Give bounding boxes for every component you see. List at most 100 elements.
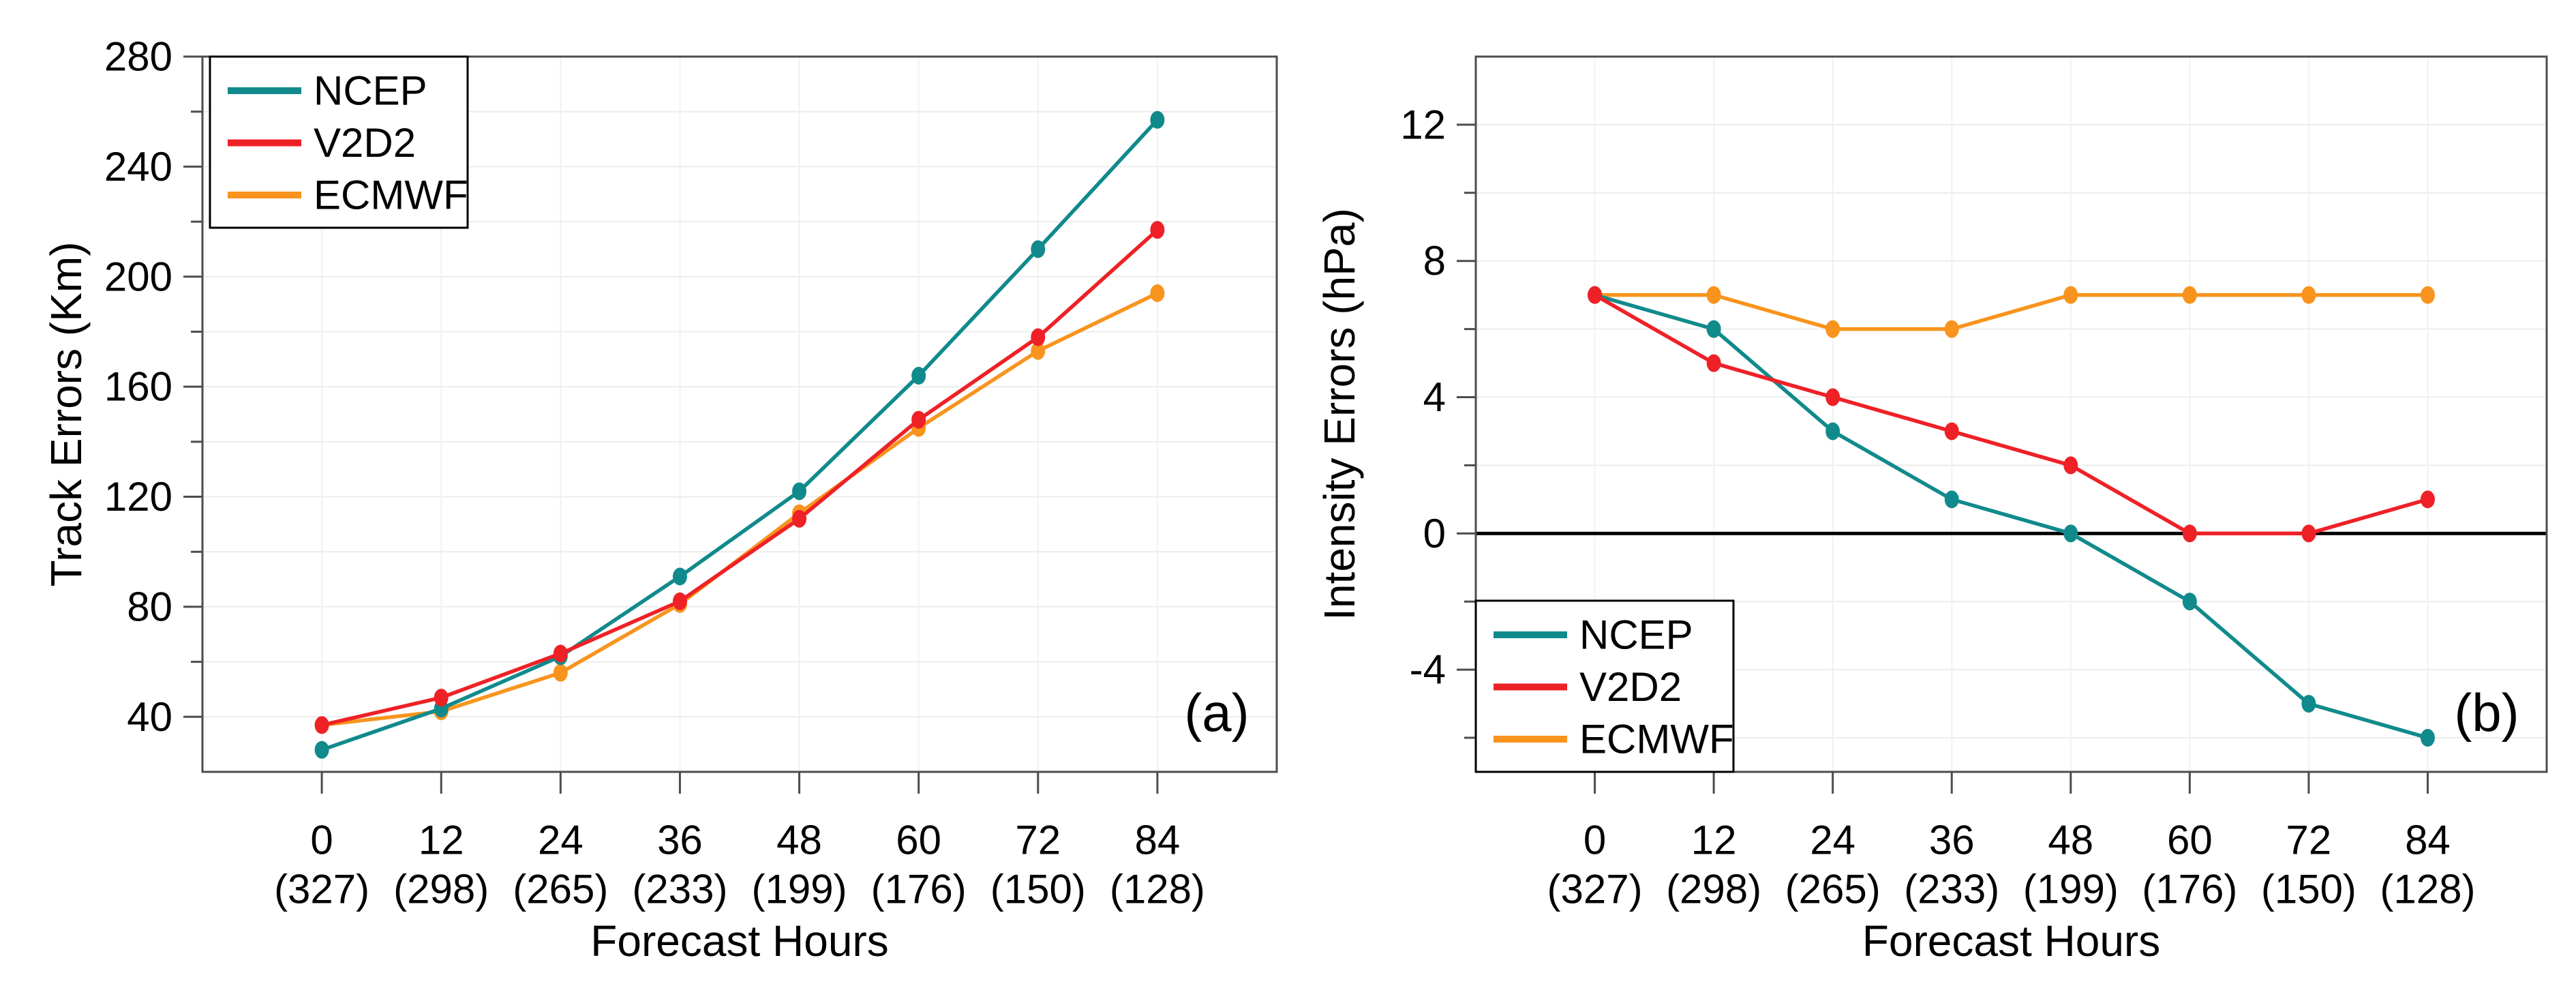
x-tick-label: 24: [1810, 818, 1855, 863]
series-NCEP-marker: [2420, 729, 2435, 747]
legend-item-ECMWF: ECMWF: [228, 173, 468, 218]
plot-frame: [201, 55, 1278, 773]
series-V2D2-marker: [434, 689, 449, 707]
series-NCEP-line: [1594, 293, 2429, 740]
series-V2D2-marker: [553, 644, 568, 663]
x-tick-sublabel: (199): [2023, 867, 2119, 912]
series-NCEP: [314, 110, 1165, 759]
series-NCEP-marker: [1944, 490, 1959, 509]
series-ECMWF-marker: [1706, 286, 1721, 304]
x-tick-label: 72: [1015, 818, 1061, 863]
plot-frame: [1474, 55, 2548, 773]
legend-item-V2D2: V2D2: [228, 120, 416, 166]
series-ECMWF-marker: [2301, 286, 2316, 304]
legend: NCEP V2D2 ECMWF: [209, 55, 469, 229]
series-ECMWF-line: [1594, 293, 2428, 331]
legend-item-NCEP: NCEP: [1494, 612, 1693, 658]
y-tick-label: 120: [104, 474, 172, 520]
x-tick-sublabel: (128): [1110, 867, 1205, 912]
legend-label: NCEP: [314, 68, 427, 114]
series-V2D2-marker: [1706, 354, 1721, 372]
series-NCEP-marker: [911, 367, 926, 385]
series-ECMWF-marker: [553, 663, 568, 682]
series-NCEP-marker: [672, 567, 687, 586]
axis-title-y: Intensity Errors (hPa): [1315, 208, 1364, 620]
series-NCEP-marker: [2182, 593, 2197, 611]
series-V2D2-line: [1594, 293, 2429, 536]
x-tick-sublabel: (327): [274, 867, 369, 912]
series-ECMWF: [1588, 286, 2435, 338]
x-tick-label: 48: [776, 818, 822, 863]
x-tick-sublabel: (265): [513, 867, 608, 912]
x-tick-sublabel: (150): [990, 867, 1086, 912]
x-tick-label: 36: [1929, 818, 1975, 863]
x-tick-sublabel: (233): [1904, 867, 1999, 912]
series-V2D2-line: [321, 228, 1159, 728]
series-ECMWF-marker: [2063, 286, 2078, 304]
series-V2D2-marker: [1150, 221, 1165, 239]
x-tick-sublabel: (298): [1666, 867, 1761, 912]
series-V2D2-marker: [1588, 286, 1603, 304]
series-V2D2-marker: [2063, 456, 2078, 475]
x-tick-label: 84: [2405, 818, 2451, 863]
x-tick-label: 12: [1691, 818, 1737, 863]
series-V2D2: [314, 221, 1165, 734]
series-V2D2: [1588, 286, 2435, 543]
series-V2D2-marker: [672, 592, 687, 610]
series-NCEP-marker: [2301, 695, 2316, 713]
series-NCEP-marker: [1825, 422, 1840, 440]
series-NCEP-marker: [1031, 240, 1046, 258]
y-tick-label: 200: [104, 254, 172, 299]
y-tick-label: 80: [127, 584, 172, 629]
series-ECMWF-marker: [1150, 284, 1165, 302]
panel-label: (b): [2454, 683, 2519, 743]
legend-label: NCEP: [1579, 612, 1693, 658]
y-tick-label: -4: [1410, 647, 1446, 693]
x-tick-sublabel: (128): [2380, 867, 2475, 912]
legend-item-NCEP: NCEP: [228, 68, 427, 114]
x-tick-label: 60: [2167, 818, 2213, 863]
x-tick-label: 72: [2286, 818, 2332, 863]
y-tick-label: 160: [104, 364, 172, 410]
legend-label: V2D2: [314, 120, 416, 166]
x-tick-label: 36: [657, 818, 703, 863]
x-tick-label: 12: [419, 818, 464, 863]
x-tick-label: 84: [1135, 818, 1181, 863]
legend-item-ECMWF: ECMWF: [1494, 717, 1734, 762]
y-tick-label: 12: [1400, 102, 1446, 147]
legend: NCEP V2D2 ECMWF: [1474, 599, 1735, 773]
series-NCEP-line: [321, 118, 1159, 752]
series-V2D2-marker: [314, 716, 329, 734]
series-V2D2-marker: [2301, 524, 2316, 543]
legend-label: ECMWF: [314, 173, 468, 218]
series-V2D2-marker: [2182, 524, 2197, 543]
x-tick-label: 60: [896, 818, 941, 863]
series-ECMWF-marker: [2182, 286, 2197, 304]
series-NCEP-marker: [1706, 320, 1721, 338]
panel-a: 40 80 120 160 200 240 280 0(327) 12(298) 24(265) 3…: [42, 34, 1278, 965]
legend-label: V2D2: [1579, 664, 1682, 710]
y-tick-label: 0: [1423, 511, 1446, 556]
series-ECMWF-marker: [1825, 320, 1840, 338]
y-tick-label: 40: [127, 694, 172, 740]
series-NCEP-marker: [1150, 110, 1165, 129]
series-V2D2-marker: [1944, 422, 1959, 440]
panel-b: -4048120(327)12(298)24(265)36(233)48(199…: [1315, 55, 2548, 965]
x-tick-sublabel: (327): [1547, 867, 1643, 912]
axis-title-x: Forecast Hours: [1862, 916, 2160, 965]
x-tick-sublabel: (176): [2142, 867, 2237, 912]
series-V2D2-marker: [1825, 388, 1840, 406]
series-NCEP-marker: [314, 740, 329, 759]
x-tick-label: 0: [1584, 818, 1606, 863]
x-tick-sublabel: (298): [393, 867, 489, 912]
series-ECMWF-marker: [2420, 286, 2435, 304]
y-tick-label: 8: [1423, 238, 1446, 284]
legend-label: ECMWF: [1579, 717, 1734, 762]
series-NCEP-marker: [792, 482, 807, 500]
x-tick-sublabel: (265): [1785, 867, 1881, 912]
x-tick-label: 0: [310, 818, 333, 863]
legend-item-V2D2: V2D2: [1494, 664, 1682, 710]
y-tick-label: 4: [1423, 374, 1446, 420]
series-ECMWF-marker: [1944, 320, 1959, 338]
